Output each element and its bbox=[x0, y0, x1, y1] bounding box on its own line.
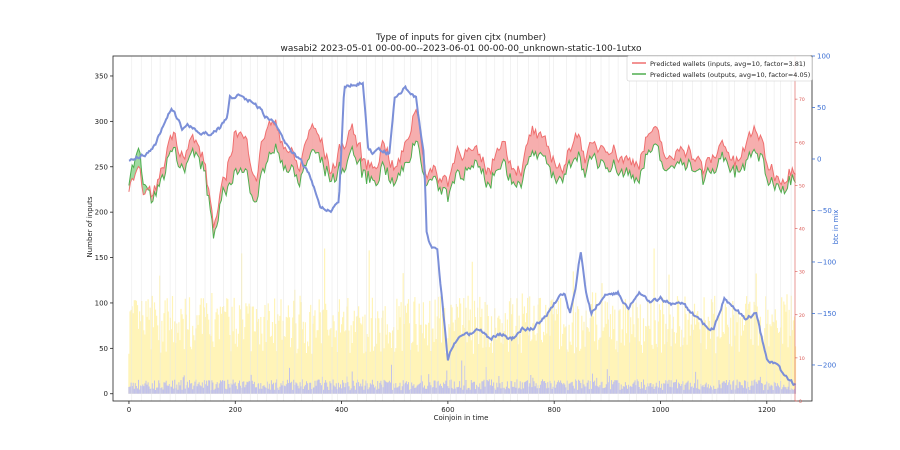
y3-tick-label: 60 bbox=[799, 140, 805, 146]
background-bars-blue bbox=[128, 360, 796, 394]
y-tick-label: 250 bbox=[95, 163, 108, 171]
plot-content bbox=[128, 56, 797, 401]
x-tick-label: 200 bbox=[229, 406, 242, 414]
y3-tick-label: 70 bbox=[799, 97, 805, 103]
x-axis-label: Coinjoin in time bbox=[434, 414, 489, 422]
chart-title: Type of inputs for given cjtx (number) bbox=[375, 33, 546, 43]
series-line-btc-in-mix bbox=[128, 81, 796, 387]
x-tick-label: 400 bbox=[335, 406, 348, 414]
x-tick-label: 800 bbox=[548, 406, 561, 414]
y3-tick-label: 0 bbox=[799, 399, 802, 405]
background-bars-yellow bbox=[128, 248, 797, 394]
x-tick-label: 600 bbox=[441, 406, 454, 414]
y2-tick-label: 50 bbox=[817, 104, 826, 112]
chart-subtitle: wasabi2 2023-05-01 00-00-00--2023-06-01 … bbox=[281, 44, 642, 54]
y3-tick-label: 20 bbox=[799, 313, 805, 319]
y-tick-label: 350 bbox=[95, 72, 108, 80]
y-tick-label: 100 bbox=[95, 299, 108, 307]
y-tick-label: 0 bbox=[104, 390, 108, 398]
y2-tick-label: −150 bbox=[817, 310, 836, 318]
y-tick-label: 150 bbox=[95, 254, 108, 262]
legend-box bbox=[626, 55, 813, 82]
y3-tick-label: 30 bbox=[799, 270, 805, 276]
y3-tick-label: 50 bbox=[799, 183, 805, 189]
plot-area: 0 200 400 600 800 1000 12000501001502002503003… bbox=[95, 53, 837, 415]
y2-tick-label: −200 bbox=[817, 361, 836, 369]
faint-vertical-lines bbox=[131, 56, 792, 401]
y-axis-label: Number of inputs bbox=[86, 196, 94, 257]
y3-tick-label: 40 bbox=[799, 227, 805, 233]
x-tick-label: 0 bbox=[127, 406, 131, 414]
x-tick-label: 1000 bbox=[652, 406, 670, 414]
legend: Predicted wallets (inputs, avg=10, facto… bbox=[626, 55, 813, 82]
y2-tick-label: 100 bbox=[817, 53, 830, 61]
legend-label-inputs: Predicted wallets (inputs, avg=10, facto… bbox=[650, 60, 806, 68]
y2-tick-label: −50 bbox=[817, 207, 832, 215]
y2-tick-label: −100 bbox=[817, 258, 836, 266]
series-line-inputs bbox=[128, 108, 796, 228]
x-tick-label: 1200 bbox=[758, 406, 776, 414]
plot-frame bbox=[112, 55, 813, 402]
y3-tick-label: 10 bbox=[799, 356, 805, 362]
legend-label-outputs: Predicted wallets (outputs, avg=10, fact… bbox=[650, 71, 810, 79]
y2-axis-label: btc in mix bbox=[832, 210, 840, 245]
y-tick-label: 200 bbox=[95, 209, 108, 217]
y2-tick-label: 0 bbox=[817, 155, 821, 163]
y-tick-label: 50 bbox=[99, 345, 108, 353]
y-tick-label: 300 bbox=[95, 118, 108, 126]
series-line-outputs bbox=[128, 140, 796, 239]
fill-inputs-above bbox=[148, 109, 796, 239]
